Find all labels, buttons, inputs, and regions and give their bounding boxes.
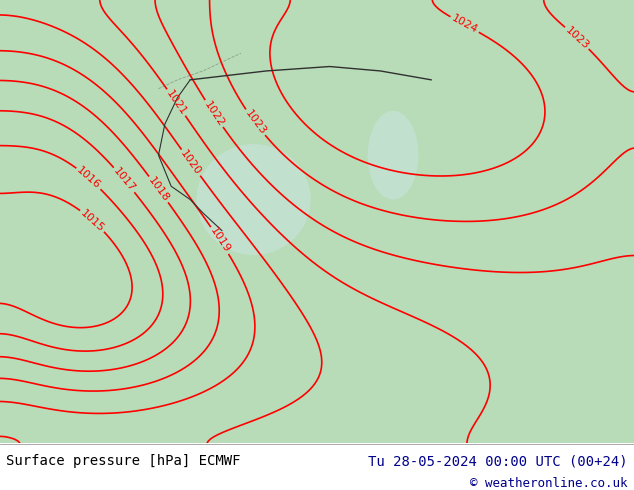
Text: 1023: 1023 — [243, 108, 268, 137]
Text: Surface pressure [hPa] ECMWF: Surface pressure [hPa] ECMWF — [6, 454, 241, 468]
Text: 1016: 1016 — [75, 165, 103, 191]
Text: 1018: 1018 — [146, 175, 171, 204]
Text: 1017: 1017 — [112, 166, 137, 194]
Text: 1023: 1023 — [563, 24, 591, 51]
Text: 1021: 1021 — [164, 88, 188, 117]
Text: 1020: 1020 — [179, 148, 203, 177]
Text: © weatheronline.co.uk: © weatheronline.co.uk — [470, 476, 628, 490]
Ellipse shape — [197, 144, 311, 255]
Text: 1022: 1022 — [202, 99, 226, 128]
Text: 1019: 1019 — [208, 226, 232, 255]
Text: 1015: 1015 — [79, 208, 107, 234]
Ellipse shape — [368, 111, 418, 199]
Text: 1024: 1024 — [450, 13, 479, 36]
Text: Tu 28-05-2024 00:00 UTC (00+24): Tu 28-05-2024 00:00 UTC (00+24) — [368, 454, 628, 468]
